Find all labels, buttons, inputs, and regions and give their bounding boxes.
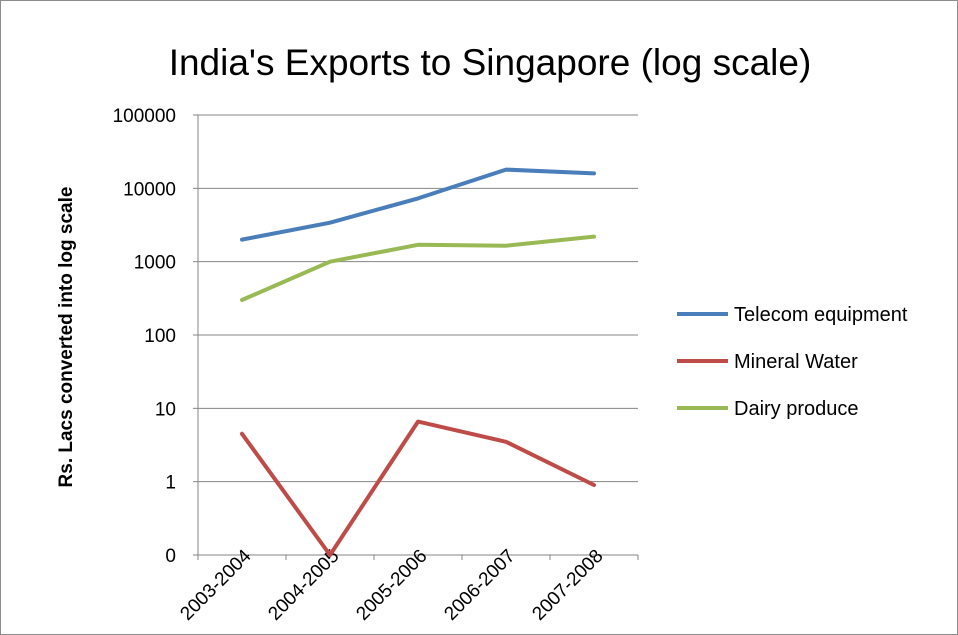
legend-label: Dairy produce	[734, 398, 859, 420]
x-tick-label: 2005-2006	[352, 546, 431, 625]
y-tick-label: 100000	[113, 106, 176, 127]
y-tick-label: 100	[144, 326, 176, 347]
y-tick-label: 0	[165, 546, 176, 567]
y-axis-label: Rs. Lacs converted into log scale	[56, 187, 77, 488]
series-line-mineral-water	[240, 419, 596, 557]
y-tick-label: 1	[165, 473, 176, 494]
x-tick-label: 2003-2004	[176, 545, 255, 624]
series-line-telecom-equipment	[240, 167, 596, 242]
y-tick-label: 1000	[134, 253, 176, 274]
y-tick-label: 10000	[123, 179, 176, 200]
y-tick-label: 10	[155, 399, 176, 420]
x-tick-label: 2007-2008	[528, 546, 607, 625]
series-line-dairy-produce	[240, 234, 596, 302]
legend-label: Mineral Water	[734, 351, 858, 373]
legend-label: Telecom equipment	[734, 304, 908, 326]
x-tick-label: 2006-2007	[440, 546, 519, 625]
chart-title: India's Exports to Singapore (log scale)	[169, 42, 812, 83]
x-tick-label: 2004-2005	[264, 546, 343, 625]
